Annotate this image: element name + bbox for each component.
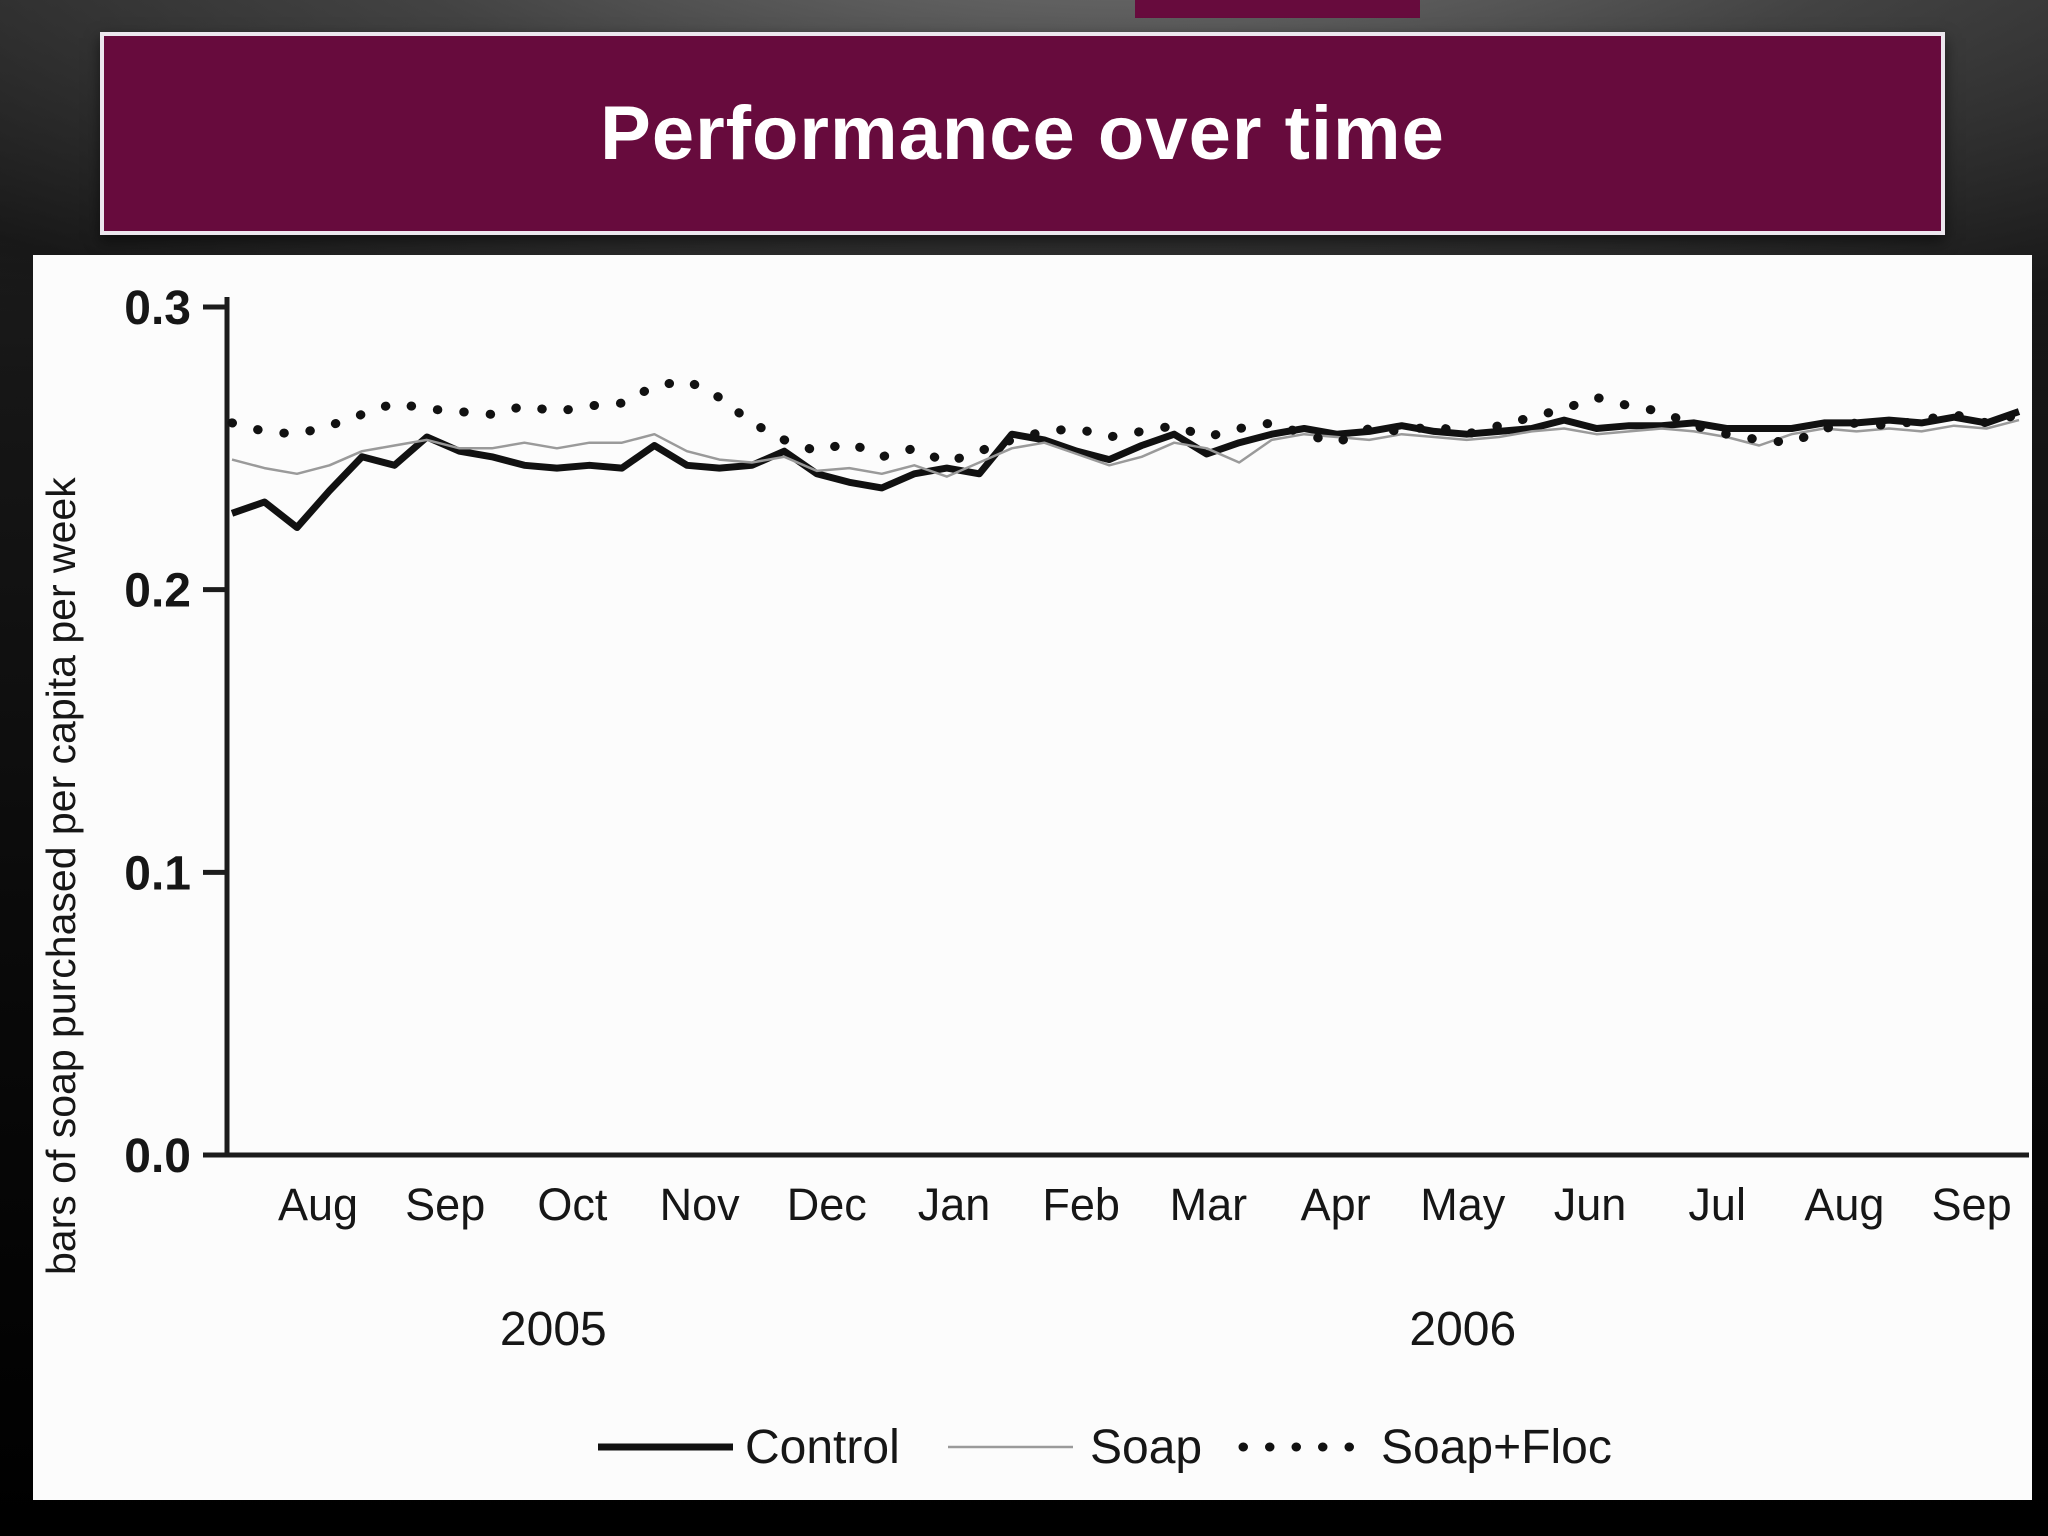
- series-line-soap: [231, 418, 2020, 478]
- x-tick-label: Jul: [1688, 1179, 1746, 1230]
- y-axis-title: bars of soap purchased per capita per we…: [38, 477, 84, 1275]
- chart-panel: bars of soap purchased per capita per we…: [33, 255, 2032, 1500]
- x-tick-label: Dec: [787, 1179, 867, 1230]
- year-label: 2006: [1409, 1303, 1516, 1356]
- chart-svg: bars of soap purchased per capita per we…: [38, 282, 2029, 1474]
- chart-axes: 0.0 0.1 0.2 0.3 Aug Sep Oct Nov Dec Jan Feb Mar Apr M…: [124, 282, 2029, 1356]
- x-tick-label: Mar: [1170, 1179, 1248, 1230]
- x-tick-label: Sep: [405, 1179, 485, 1230]
- legend-label-soap: Soap: [1090, 1421, 1202, 1474]
- x-tick-label: Aug: [278, 1179, 358, 1230]
- slide-title-bar: Performance over time: [100, 32, 1945, 235]
- x-tick-label: Jan: [918, 1179, 991, 1230]
- y-tick-label: 0.3: [124, 282, 191, 335]
- x-tick-label: Feb: [1042, 1179, 1120, 1230]
- background-maroon-sliver: [1135, 0, 1420, 18]
- y-tick-label: 0.0: [124, 1130, 191, 1183]
- series-line-control: [230, 408, 2021, 531]
- chart-legend: Control Soap Soap+Floc: [598, 1421, 1612, 1474]
- page-title: Performance over time: [600, 91, 1445, 176]
- x-tick-label: Apr: [1301, 1179, 1371, 1230]
- x-tick-label: Aug: [1804, 1179, 1884, 1230]
- legend-label-control: Control: [745, 1421, 900, 1474]
- x-tick-label: May: [1420, 1179, 1506, 1230]
- y-tick-label: 0.2: [124, 565, 191, 618]
- x-tick-label: Oct: [537, 1179, 608, 1230]
- y-tick-label: 0.1: [124, 847, 191, 900]
- legend-label-soap-floc: Soap+Floc: [1381, 1421, 1612, 1474]
- x-tick-label: Nov: [660, 1179, 741, 1230]
- x-tick-label: Sep: [1932, 1179, 2012, 1230]
- x-tick-label: Jun: [1554, 1179, 1627, 1230]
- year-label: 2005: [500, 1303, 607, 1356]
- chart-series: [227, 375, 2024, 531]
